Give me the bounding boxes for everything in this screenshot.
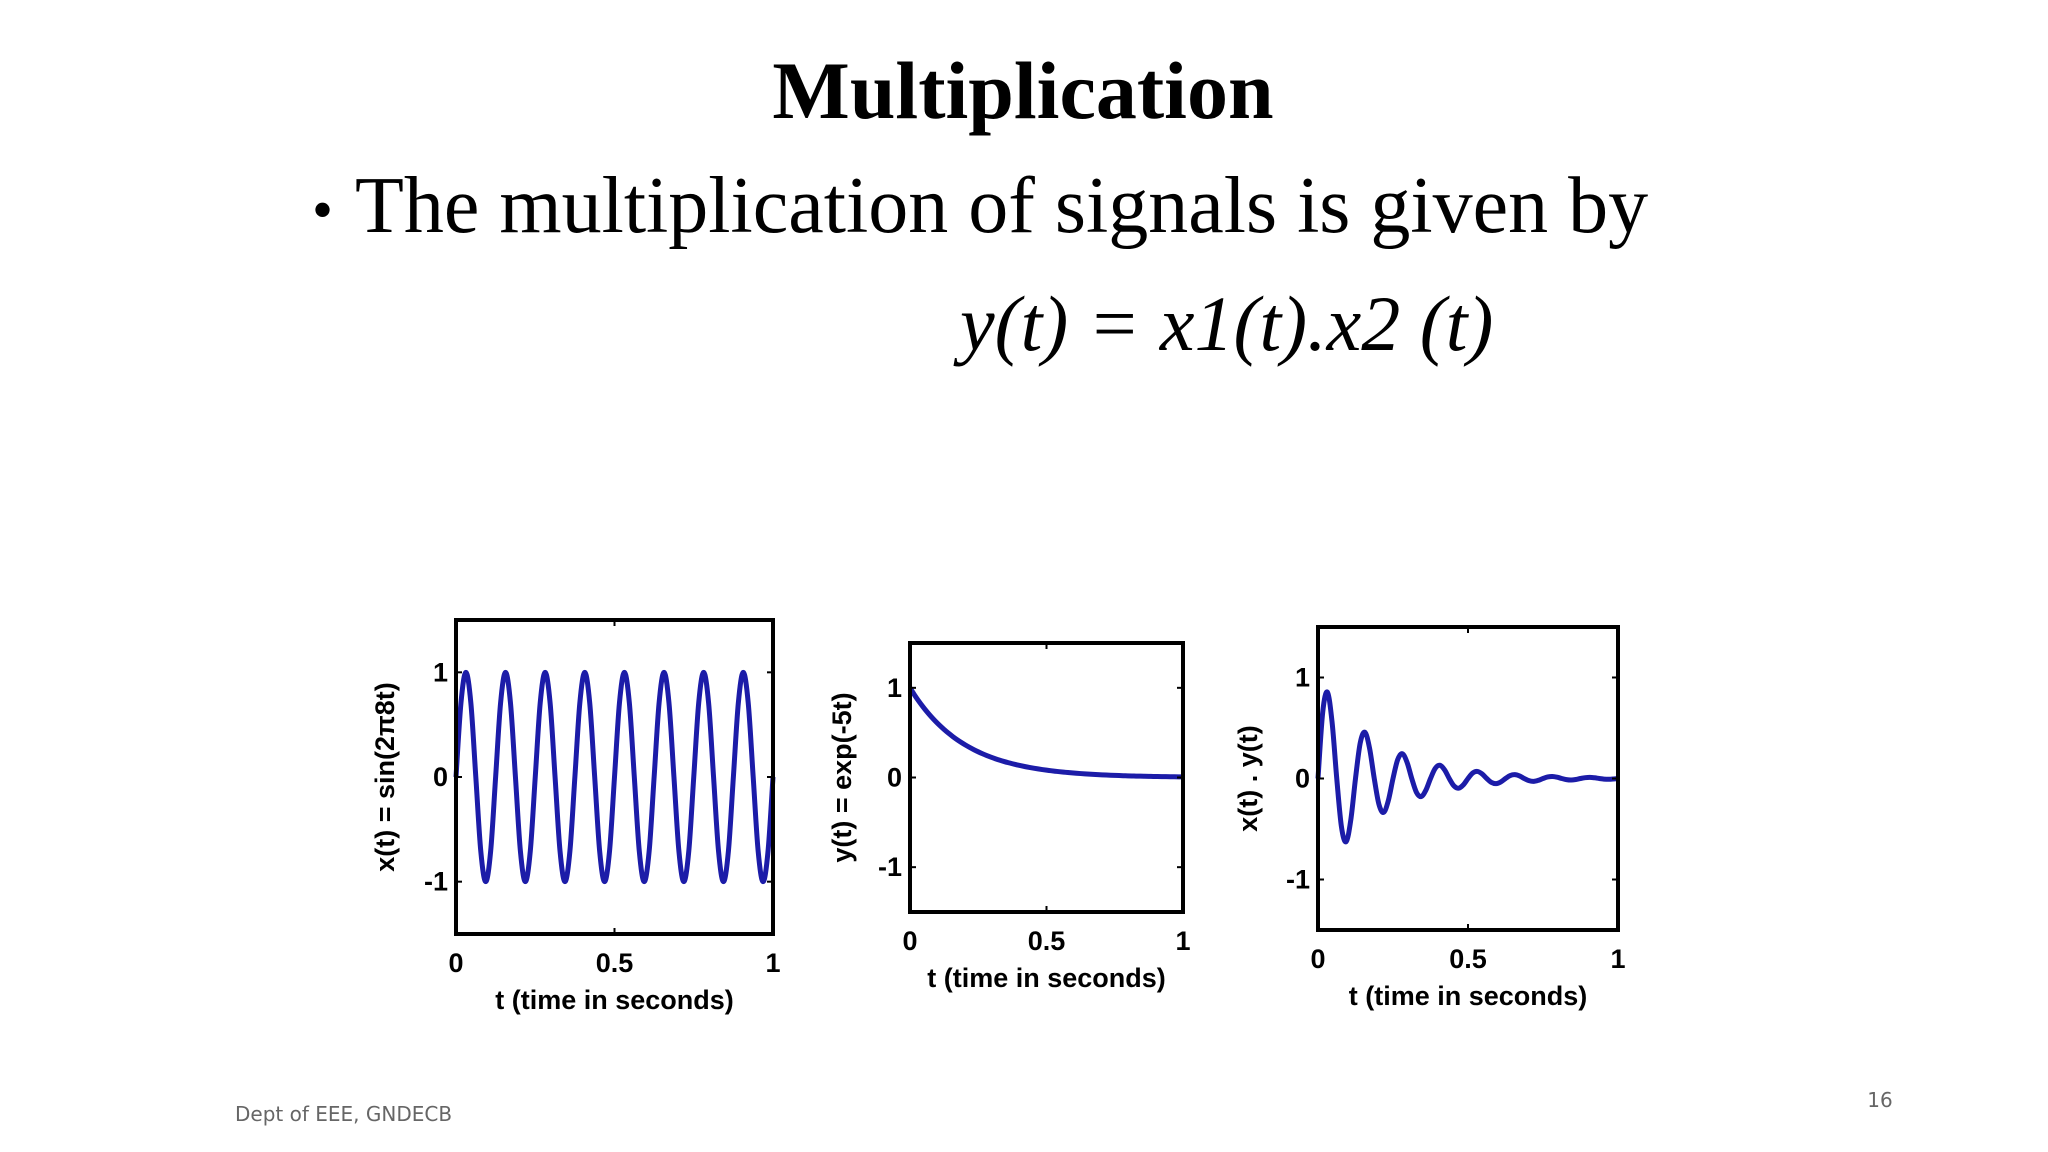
x-tick-label: 0 [1310,944,1325,974]
x-axis-label: t (time in seconds) [1349,981,1588,1011]
y-tick-label: 1 [1295,663,1310,693]
y-tick-label: -1 [1286,865,1310,895]
x-tick-label: 0 [448,948,463,978]
y-tick-label: 0 [433,762,448,792]
x-tick-label: 0.5 [1028,926,1066,956]
equation: y(t) = x1(t).x2 (t) [953,280,1493,367]
x-tick-label: 1 [765,948,780,978]
y-tick-label: 0 [1295,764,1310,794]
x-tick-label: 1 [1610,944,1625,974]
chart: 0 0.5 1 -1 0 1 t (time in seconds) x(t) = sin(2… [370,618,781,1015]
x-tick-label: 0.5 [1449,944,1487,974]
y-tick-label: 1 [433,657,448,687]
plots: 0 0.5 1 -1 0 1 t (time in seconds) x(t) = sin(2… [370,618,1626,1015]
page-number: 16 [1867,1088,1892,1112]
x-axis-label: t (time in seconds) [495,985,734,1015]
y-axis-label: y(t) = exp(-5t) [827,692,857,862]
y-axis-label: x(t) = sin(2π8t) [370,682,400,871]
signal-line [453,669,776,885]
x-tick-label: 1 [1175,926,1190,956]
chart: 0 0.5 1 -1 0 1 t (time in seconds) x(t) . y(t) [1233,625,1626,1011]
signal-line [907,686,1184,780]
chart: 0 0.5 1 -1 0 1 t (time in seconds) y(t) = exp(-… [827,641,1191,993]
y-tick-label: 1 [887,673,902,703]
bullet-text: The multiplication of signals is given b… [355,162,1648,250]
x-tick-label: 0.5 [596,948,634,978]
y-tick-label: -1 [424,867,448,897]
y-tick-label: -1 [878,852,902,882]
bullet-mark: • [312,177,333,243]
x-axis-label: t (time in seconds) [927,963,1166,993]
y-tick-label: 0 [887,763,902,793]
signal-line [1315,689,1619,845]
y-axis-label: x(t) . y(t) [1233,725,1263,831]
footer: Dept of EEE, GNDECB [235,1102,452,1126]
x-tick-label: 0 [902,926,917,956]
slide-title: Multiplication [772,45,1273,136]
